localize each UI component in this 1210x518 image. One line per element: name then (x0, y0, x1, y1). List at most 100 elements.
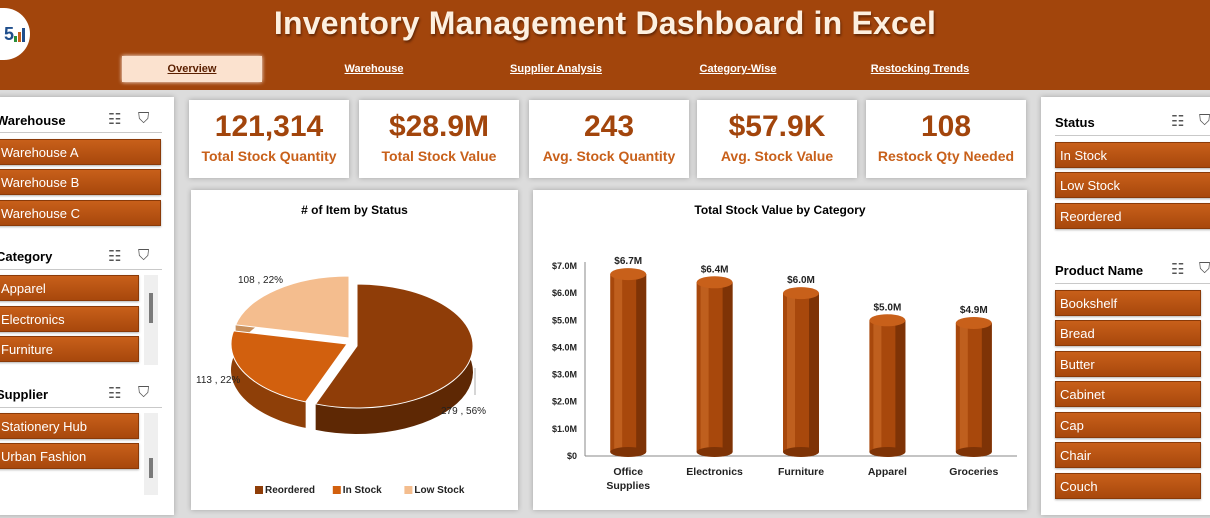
bar-electronics[interactable] (696, 276, 733, 457)
slicer-item-bread[interactable]: Bread (1055, 320, 1201, 346)
tab-category-wise[interactable]: Category-Wise (699, 63, 777, 75)
pie-chart: 279 , 56% 113 , 22% 108 , 22% Reordered In S… (196, 275, 486, 496)
clear-filter-icon[interactable]: ⛉ (138, 384, 160, 401)
left-slicer-panel: Warehouse ☷ ⛉ Warehouse A Warehouse B Wa… (0, 97, 174, 515)
multiselect-icon[interactable]: ☷ (1171, 261, 1195, 278)
kpi-value: $57.9K (728, 110, 826, 143)
supplier-scrollbar[interactable] (144, 413, 158, 495)
legend-swatch (255, 486, 263, 494)
y-tick-label: $7.0M (552, 261, 577, 271)
kpi-label: Avg. Stock Quantity (542, 148, 676, 164)
bar-data-label: $5.0M (874, 302, 902, 313)
slicer-item-apparel[interactable]: Apparel (0, 275, 139, 301)
bar-apparel[interactable] (869, 314, 906, 457)
x-tick-label: Electronics (686, 466, 743, 478)
slicer-item-bookshelf[interactable]: Bookshelf (1055, 290, 1201, 316)
x-tick-label: Office (613, 466, 643, 478)
slicer-item-in-stock[interactable]: In Stock (1055, 142, 1210, 168)
multiselect-icon[interactable]: ☷ (108, 111, 132, 128)
bar-data-label: $6.7M (614, 256, 642, 267)
slicer-item-low-stock[interactable]: Low Stock (1055, 172, 1210, 198)
x-tick-label: Apparel (868, 466, 907, 478)
multiselect-icon[interactable]: ☷ (1171, 113, 1195, 130)
right-slicer-panel: Status ☷ ⛉ In Stock Low Stock Reordered … (1041, 97, 1210, 515)
kpi-total-stock-quantity: 121,314 Total Stock Quantity (189, 100, 349, 178)
kpi-avg-stock-value: $57.9K Avg. Stock Value (697, 100, 857, 178)
logo: 5 (0, 8, 30, 60)
legend-label: Low Stock (414, 485, 464, 496)
x-tick-label: Furniture (778, 466, 824, 478)
supplier-slicer-title: Supplier (0, 387, 49, 402)
slicer-item-warehouse-b[interactable]: Warehouse B (0, 169, 161, 195)
dashboard-header: 5 Inventory Management Dashboard in Exce… (0, 0, 1210, 90)
legend-label: In Stock (343, 485, 382, 496)
kpi-label: Restock Qty Needed (877, 148, 1015, 164)
kpi-value: $28.9M (388, 110, 490, 143)
pie-slice-reordered[interactable] (314, 283, 474, 409)
warehouse-slicer-title: Warehouse (0, 113, 66, 128)
slicer-item-chair[interactable]: Chair (1055, 442, 1201, 468)
y-tick-label: $4.0M (552, 342, 577, 352)
category-slicer-title: Category (0, 249, 53, 264)
clear-filter-icon[interactable]: ⛉ (1199, 260, 1210, 277)
category-scrollbar[interactable] (144, 275, 158, 365)
slicer-item-couch[interactable]: Couch (1055, 473, 1201, 499)
slicer-item-urban-fashion[interactable]: Urban Fashion (0, 443, 139, 469)
pie-slice-in-stock[interactable] (230, 330, 348, 403)
y-tick-label: $1.0M (552, 424, 577, 434)
bar-groceries[interactable] (955, 317, 992, 457)
x-tick-label: Supplies (606, 480, 650, 492)
product-slicer-title: Product Name (1055, 263, 1144, 278)
page-title: Inventory Management Dashboard in Excel (273, 5, 937, 41)
y-tick-label: $6.0M (552, 288, 577, 298)
kpi-total-stock-value: $28.9M Total Stock Value (359, 100, 519, 178)
pie-data-label: 108 , 22% (238, 275, 283, 286)
clear-filter-icon[interactable]: ⛉ (138, 110, 160, 127)
slicer-item-butter[interactable]: Butter (1055, 351, 1201, 377)
bar-chart-panel: Total Stock Value by Category $0 $1.0M $2.… (533, 190, 1027, 510)
slicer-item-electronics[interactable]: Electronics (0, 306, 139, 332)
pie-slice-side (231, 330, 306, 428)
slicer-item-cabinet[interactable]: Cabinet (1055, 381, 1201, 407)
tab-restocking-trends[interactable]: Restocking Trends (870, 63, 970, 75)
slicer-item-warehouse-c[interactable]: Warehouse C (0, 200, 161, 226)
kpi-label: Total Stock Value (381, 148, 497, 164)
pie-chart-title: # of Item by Status (301, 203, 408, 217)
pie-chart-panel: # of Item by Status 279 , 56% 113 , 22% 10… (191, 190, 518, 510)
bar-chart-title: Total Stock Value by Category (694, 203, 866, 217)
bar-office-supplies[interactable] (610, 268, 647, 457)
bar-data-label: $4.9M (960, 305, 988, 316)
bar-data-label: $6.4M (701, 264, 729, 275)
pie-slice-low-stock[interactable] (234, 275, 350, 339)
y-tick-label: $2.0M (552, 397, 577, 407)
legend-swatch (332, 486, 341, 494)
tab-overview[interactable]: Overview (122, 56, 262, 82)
clear-filter-icon[interactable]: ⛉ (138, 247, 160, 264)
y-tick-label: $3.0M (552, 370, 577, 380)
tab-warehouse[interactable]: Warehouse (344, 63, 404, 75)
kpi-value: 108 (920, 110, 972, 143)
slicer-item-cap[interactable]: Cap (1055, 412, 1201, 438)
bar-furniture[interactable] (783, 287, 819, 457)
slicer-item-furniture[interactable]: Furniture (0, 336, 139, 362)
y-tick-label: $5.0M (552, 315, 577, 325)
legend-swatch (404, 486, 413, 494)
kpi-value: 243 (583, 110, 635, 143)
clear-filter-icon[interactable]: ⛉ (1199, 112, 1210, 129)
tab-supplier-analysis[interactable]: Supplier Analysis (510, 63, 602, 75)
slicer-item-warehouse-a[interactable]: Warehouse A (0, 139, 161, 165)
legend-label: Reordered (265, 485, 315, 496)
status-slicer-title: Status (1055, 115, 1095, 130)
bar-data-label: $6.0M (787, 275, 815, 286)
bar-chart: $0 $1.0M $2.0M $3.0M $4.0M $5.0M $6.0M $7.0M $6.… (552, 256, 1017, 492)
svg-text:5: 5 (4, 24, 14, 44)
pie-data-label: 279 , 56% (441, 406, 486, 417)
kpi-restock-qty-needed: 108 Restock Qty Needed (866, 100, 1026, 178)
multiselect-icon[interactable]: ☷ (108, 248, 132, 265)
multiselect-icon[interactable]: ☷ (108, 385, 132, 402)
x-tick-label: Groceries (949, 466, 998, 478)
slicer-item-stationery-hub[interactable]: Stationery Hub (0, 413, 139, 439)
kpi-value: 121,314 (214, 110, 324, 143)
slicer-item-reordered[interactable]: Reordered (1055, 203, 1210, 229)
pie-data-label: 113 , 22% (196, 375, 240, 386)
